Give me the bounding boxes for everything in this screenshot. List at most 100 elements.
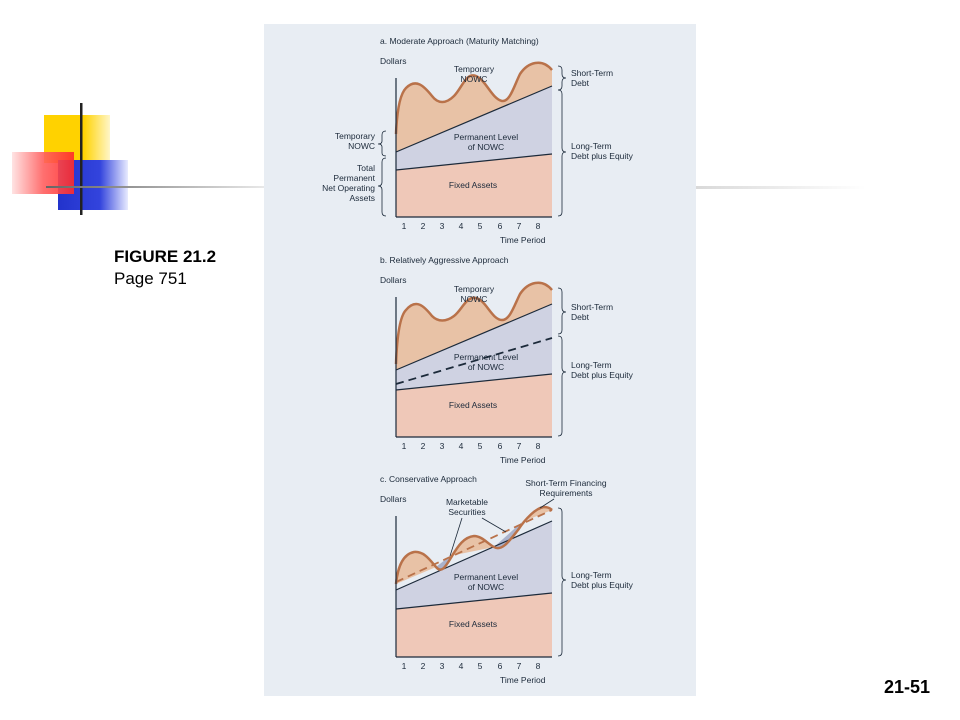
diagram-b-fixed-line xyxy=(395,373,553,391)
diagram-c-financing-dashed-line xyxy=(395,509,553,583)
diagram-a-x-ticks: 1 2 3 4 5 6 7 8 xyxy=(402,221,541,231)
diagram-a-short-term-brace xyxy=(557,65,567,91)
diagram-b-permanent-label-1: Permanent Level xyxy=(454,352,518,362)
diagram-a-temporary-label-1: Temporary xyxy=(454,64,495,74)
diagram-a: a. Moderate Approach (Maturity Matching)… xyxy=(322,36,634,245)
diagram-a-tick-1: 1 xyxy=(402,221,407,231)
diagram-c-tick-1: 1 xyxy=(402,661,407,671)
diagram-b-temporary-area xyxy=(396,282,552,370)
diagram-c-long-term-1: Long-Term xyxy=(571,570,612,580)
diagram-c-total-assets-curve xyxy=(394,505,553,585)
diagram-b: b. Relatively Aggressive Approach Dollar… xyxy=(380,255,634,465)
diagram-a-tick-8: 8 xyxy=(536,221,541,231)
diagram-a-x-label: Time Period xyxy=(500,235,546,245)
slide-number: 21-51 xyxy=(883,677,930,697)
diagram-a-left-total-1: Total xyxy=(357,163,375,173)
diagram-a-left-total-brace xyxy=(377,157,387,217)
diagram-c-y-label: Dollars xyxy=(380,494,406,504)
diagram-c-permanent-line xyxy=(395,520,553,591)
diagram-b-temporary-label-2: NOWC xyxy=(461,294,488,304)
diagram-c-title: c. Conservative Approach xyxy=(380,474,477,484)
diagram-c-x-label: Time Period xyxy=(500,675,546,685)
diagram-a-permanent-area xyxy=(396,86,552,170)
diagram-b-title: b. Relatively Aggressive Approach xyxy=(380,255,509,265)
diagram-b-tick-5: 5 xyxy=(478,441,483,451)
horizontal-line-right xyxy=(696,186,866,189)
diagram-a-long-term-1: Long-Term xyxy=(571,141,612,151)
figure-panel: a. Moderate Approach (Maturity Matching)… xyxy=(264,24,696,696)
diagram-a-temporary-area xyxy=(396,62,552,152)
diagram-a-tick-6: 6 xyxy=(498,221,503,231)
diagram-b-tick-2: 2 xyxy=(421,441,426,451)
diagram-b-tick-3: 3 xyxy=(440,441,445,451)
figure-page: Page 751 xyxy=(114,269,187,288)
diagram-b-total-assets-curve xyxy=(394,281,553,365)
diagram-b-short-term-1: Short-Term xyxy=(571,302,613,312)
vertical-line xyxy=(80,103,83,215)
diagram-c-tick-7: 7 xyxy=(517,661,522,671)
diagram-a-permanent-label-2: of NOWC xyxy=(468,142,504,152)
diagram-a-short-term-2: Debt xyxy=(571,78,590,88)
diagram-b-fixed-assets-area xyxy=(396,374,552,437)
horizontal-line xyxy=(46,186,300,188)
diagram-b-tick-6: 6 xyxy=(498,441,503,451)
diagram-c-fixed-assets-area xyxy=(396,593,552,657)
diagram-b-permanent-label-2: of NOWC xyxy=(468,362,504,372)
diagram-a-tick-4: 4 xyxy=(459,221,464,231)
diagram-c-x-ticks: 1 2 3 4 5 6 7 8 xyxy=(402,661,541,671)
diagram-c-long-term-brace xyxy=(557,507,567,657)
diagram-a-long-term-2: Debt plus Equity xyxy=(571,151,634,161)
diagram-a-total-assets-curve xyxy=(394,61,553,135)
diagram-a-long-term-brace xyxy=(557,89,567,217)
diagram-b-long-term-brace xyxy=(557,335,567,437)
diagram-c-securities-label-2: Securities xyxy=(448,507,485,517)
diagram-a-permanent-line xyxy=(395,85,553,153)
diagram-a-left-temporary-1: Temporary xyxy=(335,131,376,141)
diagram-a-temporary-label-2: NOWC xyxy=(461,74,488,84)
diagram-c-securities-area-2 xyxy=(494,522,522,549)
diagram-b-temporary-label-1: Temporary xyxy=(454,284,495,294)
diagram-b-tick-1: 1 xyxy=(402,441,407,451)
diagram-b-x-label: Time Period xyxy=(500,455,546,465)
diagram-c-permanent-area xyxy=(396,521,552,609)
diagram-b-tick-4: 4 xyxy=(459,441,464,451)
diagram-a-short-term-1: Short-Term xyxy=(571,68,613,78)
diagram-a-left-total-3: Net Operating xyxy=(322,183,375,193)
diagram-c-permanent-label-1: Permanent Level xyxy=(454,572,518,582)
diagram-c-securities-pointer-2 xyxy=(481,517,507,533)
figure-diagram: a. Moderate Approach (Maturity Matching)… xyxy=(322,36,634,685)
diagram-a-left-total-2: Permanent xyxy=(333,173,375,183)
diagram-b-financing-dashed-line xyxy=(395,337,553,385)
diagram-c-securities-label-1: Marketable xyxy=(446,497,488,507)
diagram-b-x-ticks: 1 2 3 4 5 6 7 8 xyxy=(402,441,541,451)
diagram-b-tick-8: 8 xyxy=(536,441,541,451)
diagram-c-fixed-line xyxy=(395,592,553,610)
diagram-a-title: a. Moderate Approach (Maturity Matching) xyxy=(380,36,539,46)
diagram-c-securities-pointer-1 xyxy=(449,517,463,557)
diagram-b-short-term-2: Debt xyxy=(571,312,590,322)
decorative-squares-graphic xyxy=(12,103,300,215)
diagram-a-fixed-assets-area xyxy=(396,154,552,217)
diagram-a-y-label: Dollars xyxy=(380,56,406,66)
diagram-a-left-total-4: Assets xyxy=(349,193,375,203)
figure-caption: FIGURE 21.2 Page 751 xyxy=(114,246,216,290)
diagram-c-financing-label-2: Requirements xyxy=(540,488,593,498)
diagram-c-long-term-2: Debt plus Equity xyxy=(571,580,634,590)
diagram-a-fixed-line xyxy=(395,153,553,171)
diagram-c-permanent-label-2: of NOWC xyxy=(468,582,504,592)
diagram-b-long-term-1: Long-Term xyxy=(571,360,612,370)
diagram-c-tick-8: 8 xyxy=(536,661,541,671)
diagram-c-financing-label-1: Short-Term Financing xyxy=(525,478,607,488)
diagram-a-left-temporary-brace xyxy=(377,130,387,157)
diagram-b-long-term-2: Debt plus Equity xyxy=(571,370,634,380)
diagram-c-tick-5: 5 xyxy=(478,661,483,671)
diagram-c-short-term-area-3 xyxy=(522,507,552,522)
diagram-b-permanent-line xyxy=(395,303,553,371)
diagram-a-tick-3: 3 xyxy=(440,221,445,231)
diagram-a-left-temporary-2: NOWC xyxy=(348,141,375,151)
diagram-c-tick-2: 2 xyxy=(421,661,426,671)
diagram-b-y-label: Dollars xyxy=(380,275,406,285)
diagram-a-permanent-label-1: Permanent Level xyxy=(454,132,518,142)
diagram-c-short-term-area-1 xyxy=(396,551,436,584)
diagram-a-tick-2: 2 xyxy=(421,221,426,231)
